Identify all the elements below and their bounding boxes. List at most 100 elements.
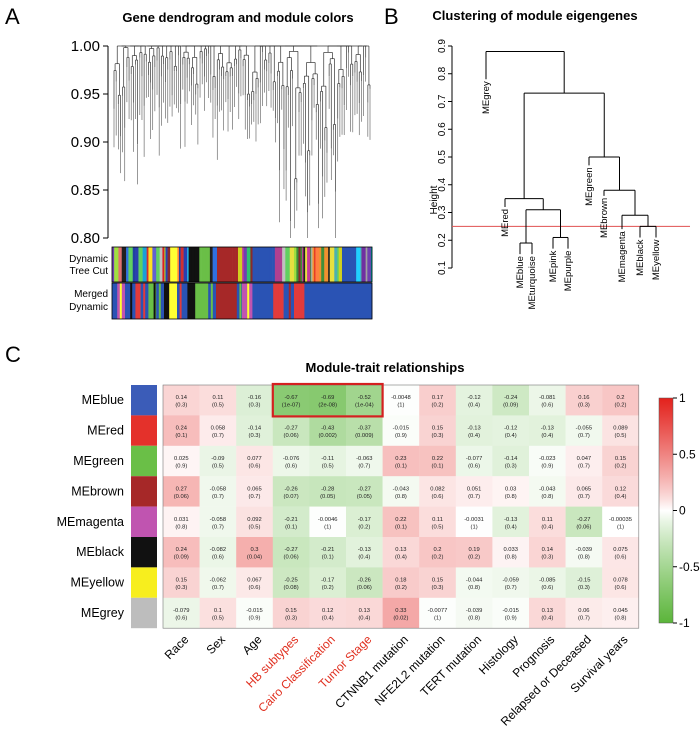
cell-pvalue-label: (0.4)	[358, 555, 370, 561]
heatmap-cell	[529, 506, 566, 538]
cell-pvalue-label: (1e-07)	[282, 403, 301, 409]
heatmap-cell	[565, 385, 603, 416]
heatmap-cell	[382, 567, 420, 598]
heatmap-cell	[602, 567, 639, 598]
heatmap-cell	[346, 385, 383, 416]
dynamic-color-segment	[170, 247, 175, 282]
heatmap-cell	[346, 567, 383, 598]
cell-value-label: -0.24	[504, 395, 518, 401]
cell-value-label: -0.039	[466, 608, 482, 614]
row-swatch-mebrown	[131, 476, 157, 507]
cell-pvalue-label: (0.2)	[615, 464, 627, 470]
colorbar-tick-label: 0.5	[679, 447, 696, 461]
dynamic-color-segment	[183, 247, 188, 282]
panel-b-letter: B	[384, 4, 399, 29]
dynamic-color-segment	[278, 247, 283, 282]
dynamic-color-segment	[260, 247, 265, 282]
cell-pvalue-label: (0.7)	[212, 524, 224, 530]
cell-pvalue-label: (0.3)	[432, 585, 444, 591]
heatmap-cell	[199, 415, 237, 446]
cell-pvalue-label: (0.09)	[174, 555, 189, 561]
cell-value-label: 0.27	[176, 486, 187, 492]
merged-color-segment	[130, 283, 133, 319]
cell-pvalue-label: (0.07)	[284, 494, 299, 500]
cell-value-label: -0.062	[210, 578, 226, 584]
cell-pvalue-label: (0.09)	[503, 403, 518, 409]
dynamic-color-segment	[314, 247, 316, 282]
cell-pvalue-label: (0.7)	[212, 585, 224, 591]
dynamic-color-segment	[352, 247, 357, 282]
row-label-megreen: MEgreen	[73, 454, 124, 468]
cell-pvalue-label: (2e-08)	[318, 403, 337, 409]
panel-b-tick-label: 0.5	[437, 150, 448, 164]
heatmap-row-labels: MEblue MEred MEgreen MEbrown MEmagenta MEblac…	[57, 393, 125, 620]
dynamic-color-segment	[370, 247, 373, 282]
cell-pvalue-label: (1)	[434, 616, 441, 622]
heatmap-cell	[565, 597, 603, 629]
merged-color-segment	[179, 283, 182, 319]
cell-pvalue-label: (0.08)	[284, 585, 299, 591]
cell-value-label: 0.051	[467, 486, 482, 492]
cell-value-label: -0.09	[211, 456, 224, 462]
cell-pvalue-label: (0.7)	[212, 494, 224, 500]
heatmap-cell	[346, 476, 383, 507]
dynamic-color-segment	[224, 247, 229, 282]
cell-pvalue-label: (0.009)	[355, 433, 373, 439]
dynamic-color-segment	[282, 247, 286, 282]
heatmap-cell	[602, 506, 639, 538]
cell-pvalue-label: (0.6)	[175, 616, 187, 622]
merged-color-segment	[135, 283, 141, 319]
dynamic-color-segment	[328, 247, 331, 282]
cell-pvalue-label: (0.3)	[175, 585, 187, 591]
cell-value-label: 0.058	[211, 426, 226, 432]
cell-value-label: 0.22	[432, 456, 443, 462]
merged-color-segment	[299, 283, 302, 319]
dynamic-color-segment	[142, 247, 147, 282]
dynamic-color-segment	[188, 247, 193, 282]
cell-pvalue-label: (0.7)	[358, 464, 370, 470]
cell-value-label: -0.063	[356, 456, 372, 462]
cell-value-label: 0.15	[176, 578, 187, 584]
cell-pvalue-label: (0.5)	[432, 524, 444, 530]
dynamic-color-segment	[148, 247, 153, 282]
cell-pvalue-label: (0.3)	[432, 433, 444, 439]
row-label-meblack: MEblack	[76, 545, 125, 559]
cell-value-label: -0.43	[321, 426, 334, 432]
cell-pvalue-label: (0.6)	[212, 555, 224, 561]
cell-value-label: -0.21	[284, 517, 297, 523]
cell-pvalue-label: (0.8)	[468, 585, 480, 591]
merged-color-segment	[278, 283, 281, 319]
heatmap-cell	[346, 537, 383, 568]
heatmap-cell	[309, 567, 347, 598]
dynamic-color-segment	[246, 247, 251, 282]
panel-a: A Gene dendrogram and module colors 1.00…	[5, 4, 373, 320]
dynamic-color-segment	[187, 247, 189, 282]
dynamic-color-segment	[206, 247, 211, 282]
cell-value-label: 0.025	[174, 456, 189, 462]
heatmap-cell	[492, 597, 530, 629]
cell-value-label: -0.27	[284, 547, 297, 553]
cell-pvalue-label: (0.002)	[319, 433, 337, 439]
cell-pvalue-label: (0.6)	[249, 464, 261, 470]
heatmap-cell	[236, 445, 273, 477]
heatmap-colorbar: 1 0.5 0 -0.5 -1	[658, 391, 700, 630]
highlight-rect	[271, 382, 384, 418]
panel-a-tick-label: 0.90	[71, 134, 100, 151]
heatmap-cell	[309, 597, 347, 629]
heatmap-cell	[419, 445, 456, 477]
cell-pvalue-label: (0.6)	[615, 555, 627, 561]
dynamic-color-segment	[126, 247, 129, 282]
heatmap-cell	[236, 537, 273, 568]
dynamic-color-segment	[121, 247, 127, 282]
heatmap-cell	[565, 537, 603, 568]
dynamic-color-segment	[205, 247, 208, 282]
dynamic-color-segment	[194, 247, 200, 282]
cell-pvalue-label: (0.4)	[322, 616, 334, 622]
cell-value-label: -0.11	[321, 456, 334, 462]
heatmap-cell	[529, 385, 566, 416]
cell-pvalue-label: (0.2)	[432, 555, 444, 561]
cell-value-label: 0.13	[542, 608, 553, 614]
heatmap-cell	[492, 476, 530, 507]
cell-value-label: -0.015	[502, 608, 518, 614]
heatmap-cell	[529, 476, 566, 507]
